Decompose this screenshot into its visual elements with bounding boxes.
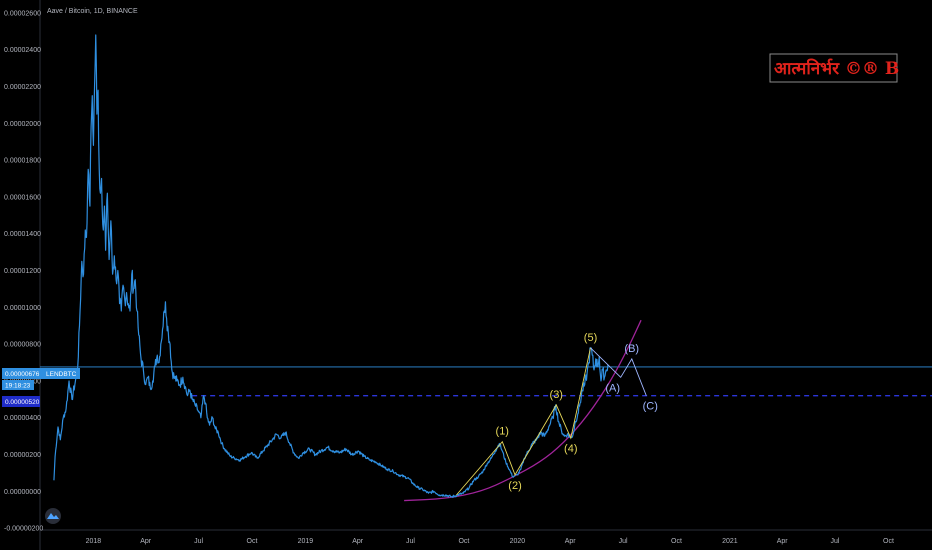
y-tick-label: 0.00001400: [4, 231, 41, 238]
wave-label: (B): [624, 343, 639, 355]
y-tick-label: 0.00001800: [4, 158, 41, 165]
level-price-badge: [2, 396, 40, 407]
y-tick-label: 0.00001600: [4, 194, 41, 201]
watermark-frame: [769, 53, 898, 83]
current-price-value: 0.00000676: [5, 371, 40, 378]
wave-label: (A): [605, 382, 620, 394]
wave-label: (2): [508, 480, 521, 492]
y-tick-label: 0.00002600: [4, 10, 41, 17]
price-badges: 0.00000676 LENDBTC 19:18:23 0.00000520: [2, 368, 80, 407]
current-price-badge: [2, 368, 80, 379]
elliott-wave-annotations: (1) (2) (3) (4) (5) (A) (B) (C): [456, 332, 658, 496]
time-axis: 2018 Apr Jul Oct 2019 Apr Jul Oct 2020 Apr Jul Oct 2…: [86, 538, 894, 545]
wave-label: (4): [564, 443, 577, 455]
wave-label: (3): [550, 389, 563, 401]
x-tick-label: Jul: [831, 538, 840, 545]
watermark: आत्मनिर्भर ©® B: [769, 53, 899, 83]
y-tick-label: 0.00001200: [4, 268, 41, 275]
wave-label: (C): [643, 401, 658, 413]
y-tick-label: 0.00002200: [4, 84, 41, 91]
price-series: [53, 34, 609, 499]
x-tick-label: Oct: [458, 538, 469, 545]
x-tick-label: Jul: [194, 538, 203, 545]
y-tick-label: 0.00002400: [4, 47, 41, 54]
tradingview-logo-button[interactable]: [45, 508, 61, 524]
x-tick-label: Oct: [247, 538, 258, 545]
y-tick-label: 0.00000400: [4, 415, 41, 422]
y-tick-label: 0.00000000: [4, 489, 41, 496]
countdown-badge: [2, 380, 34, 390]
y-tick-label: 0.00002000: [4, 121, 41, 128]
y-tick-label: -0.00000200: [4, 526, 43, 533]
chart-title: Aave / Bitcoin, 1D, BINANCE: [47, 8, 138, 15]
x-tick-label: Jul: [619, 538, 628, 545]
x-tick-label: Oct: [883, 538, 894, 545]
wave-label: (1): [496, 426, 509, 438]
x-tick-label: 2020: [510, 538, 526, 545]
logo-mountain-icon: [47, 513, 59, 519]
wave-label: (5): [584, 332, 597, 344]
countdown-value: 19:18:23: [5, 383, 31, 390]
horizontal-lines: [40, 366, 932, 397]
symbol-label: LENDBTC: [46, 371, 77, 378]
x-tick-label: 2019: [298, 538, 314, 545]
level-price-value: 0.00000520: [5, 399, 40, 406]
x-tick-label: Apr: [352, 538, 364, 545]
price-axis: 0.00002600 0.00002400 0.00002200 0.00002000…: [4, 10, 43, 532]
corrective-wave-line: [590, 347, 647, 396]
x-tick-label: Oct: [671, 538, 682, 545]
x-tick-label: 2021: [722, 538, 738, 545]
y-tick-label: 0.00000200: [4, 452, 41, 459]
impulse-wave-line: [456, 347, 591, 496]
x-tick-label: 2018: [86, 538, 102, 545]
y-tick-label: 0.00000800: [4, 342, 41, 349]
y-tick-label: 0.00001000: [4, 305, 41, 312]
watermark-text: आत्मनिर्भर ©® B: [774, 58, 899, 79]
price-line: [53, 34, 609, 499]
x-tick-label: Apr: [140, 538, 152, 545]
x-tick-label: Jul: [406, 538, 415, 545]
x-tick-label: Apr: [777, 538, 789, 545]
x-tick-label: Apr: [565, 538, 577, 545]
